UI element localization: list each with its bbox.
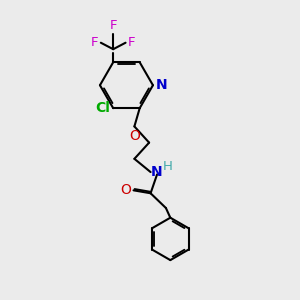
Text: Cl: Cl: [95, 101, 110, 115]
Text: F: F: [91, 36, 98, 49]
Text: N: N: [155, 78, 167, 92]
Text: F: F: [128, 36, 135, 49]
Text: H: H: [163, 160, 173, 173]
Text: F: F: [110, 19, 117, 32]
Text: O: O: [120, 183, 131, 197]
Text: O: O: [129, 129, 140, 143]
Text: N: N: [151, 165, 163, 179]
